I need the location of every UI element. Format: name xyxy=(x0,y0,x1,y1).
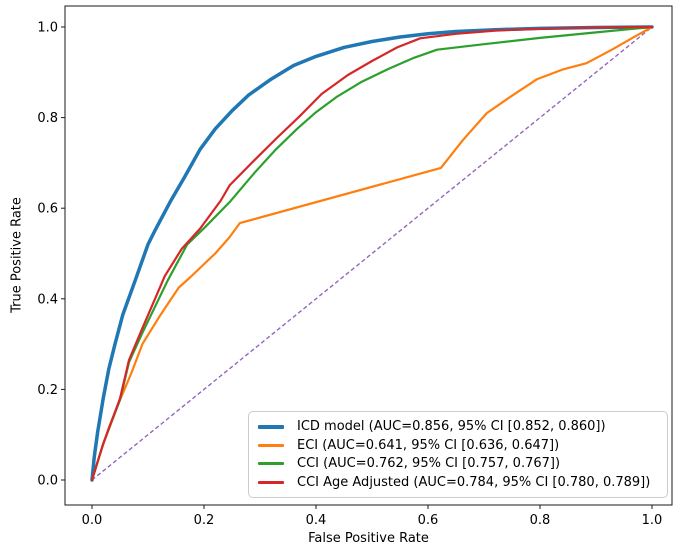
legend-line-swatch-eci xyxy=(258,443,284,447)
y-tick-label: 0.8 xyxy=(37,111,58,126)
x-tick-label: 0.4 xyxy=(306,513,327,528)
legend-line-swatch-cci xyxy=(258,462,284,466)
legend-item-eci: ECI (AUC=0.641, 95% CI [0.636, 0.647]) xyxy=(258,439,658,452)
legend-item-cci: CCI (AUC=0.762, 95% CI [0.757, 0.767]) xyxy=(258,457,658,470)
y-tick-label: 0.6 xyxy=(37,202,58,217)
roc-curve-eci xyxy=(90,25,654,482)
legend-label-cci-age-adjusted: CCI Age Adjusted (AUC=0.784, 95% CI [0.7… xyxy=(297,474,651,490)
y-tick-label: 0.0 xyxy=(37,474,58,489)
legend-item-icd-model: ICD model (AUC=0.856, 95% CI [0.852, 0.8… xyxy=(258,420,658,433)
legend-item-cci-age-adjusted: CCI Age Adjusted (AUC=0.784, 95% CI [0.7… xyxy=(258,476,658,489)
legend-label-eci: ECI (AUC=0.641, 95% CI [0.636, 0.647]) xyxy=(297,437,560,453)
y-axis-label: True Positive Rate xyxy=(9,197,25,313)
axes-spines xyxy=(64,5,673,506)
y-tick-label: 0.2 xyxy=(37,383,58,398)
legend-label-icd-model: ICD model (AUC=0.856, 95% CI [0.852, 0.8… xyxy=(297,419,606,435)
x-tick-label: 0.2 xyxy=(194,513,215,528)
legend-label-cci: CCI (AUC=0.762, 95% CI [0.757, 0.767]) xyxy=(297,456,561,472)
y-tick-label: 1.0 xyxy=(37,21,58,36)
legend-box: ICD model (AUC=0.856, 95% CI [0.852, 0.8… xyxy=(248,411,668,498)
x-tick-label: 0.6 xyxy=(418,513,439,528)
chance-diagonal-line xyxy=(91,26,653,481)
roc-curve-cci xyxy=(90,25,654,482)
x-axis-label: False Positive Rate xyxy=(308,531,429,546)
roc-curve-cci-age-adjusted xyxy=(90,25,654,482)
legend-line-swatch-cci-age-adjusted xyxy=(258,480,284,484)
x-tick-label: 1.0 xyxy=(642,513,663,528)
roc-curve-icd-model xyxy=(90,25,654,482)
x-tick-label: 0.0 xyxy=(82,513,103,528)
x-tick-label: 0.8 xyxy=(530,513,551,528)
legend-line-swatch-icd-model xyxy=(258,424,284,429)
y-tick-label: 0.4 xyxy=(37,292,58,307)
